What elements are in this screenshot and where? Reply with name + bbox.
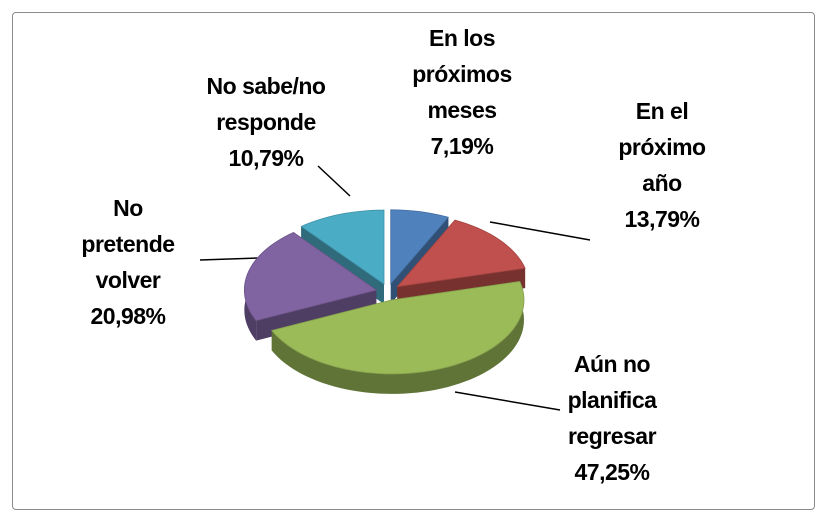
value-label: 7,19% — [430, 133, 494, 159]
slice-top — [271, 280, 525, 375]
slice-top — [243, 231, 378, 322]
slice-label: No sabe/no responde 10,79% — [196, 68, 336, 176]
value-label: 13,79% — [624, 206, 700, 232]
leader-line — [199, 257, 259, 261]
slice — [271, 280, 525, 394]
leader-lines — [199, 165, 591, 411]
category-label: En los próximos meses — [412, 25, 512, 123]
slice-edge — [271, 281, 524, 394]
slice-label: No pretende volver 20,98% — [68, 190, 188, 334]
category-label: En el próximo año — [618, 98, 706, 196]
category-label: No sabe/no responde — [206, 73, 326, 135]
slice-label: Aún no planifica regresar 47,25% — [550, 346, 675, 490]
category-label: Aún no planifica regresar — [567, 351, 657, 449]
pie — [243, 209, 526, 394]
category-label: No pretende volver — [81, 195, 175, 293]
leader-line — [454, 391, 561, 411]
leader-line — [317, 165, 351, 197]
slice-top — [300, 209, 385, 285]
value-label: 47,25% — [574, 459, 650, 485]
slice-top — [396, 219, 526, 288]
leader-line — [489, 221, 591, 241]
slice-label: En el próximo año 13,79% — [602, 93, 722, 237]
chart-frame — [12, 12, 815, 510]
value-label: 10,79% — [228, 145, 304, 171]
slice-top — [390, 209, 450, 285]
slice-label: En los próximos meses 7,19% — [402, 20, 522, 164]
value-label: 20,98% — [90, 303, 166, 329]
